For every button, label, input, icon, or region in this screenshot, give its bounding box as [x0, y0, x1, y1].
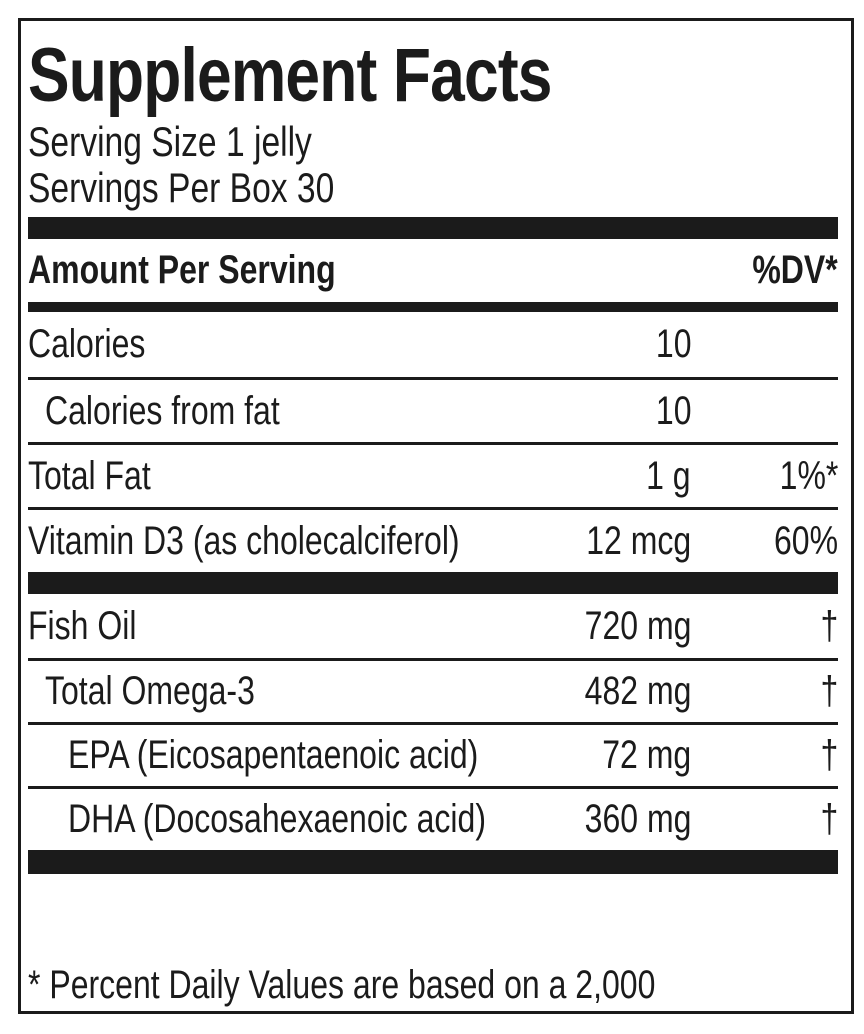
nutrient-name: Vitamin D3 (as cholecalciferol): [28, 518, 460, 563]
medium-divider-bar: [28, 302, 838, 312]
nutrient-amount: 1 g: [646, 453, 691, 498]
serving-info: Serving Size 1 jelly Servings Per Box 30: [28, 119, 838, 211]
nutrient-amount: 10: [655, 322, 691, 366]
nutrient-row-total-fat: Total Fat 1 g 1%*: [28, 442, 838, 507]
nutrient-name: Calories: [28, 322, 146, 366]
nutrient-row-fish-oil: Fish Oil 720 mg †: [28, 594, 838, 658]
column-header-row: Amount Per Serving %DV*: [28, 239, 838, 302]
nutrient-amount: 482 mg: [584, 669, 691, 713]
nutrient-amount: 360 mg: [584, 797, 691, 841]
nutrient-dv-dagger: †: [820, 603, 838, 648]
nutrient-dv: 1%*: [779, 453, 838, 498]
nutrient-amount: 12 mcg: [586, 518, 691, 563]
nutrient-dv: [695, 322, 838, 367]
thick-divider-bar-top: [28, 217, 838, 239]
nutrient-amount: 72 mg: [602, 733, 691, 777]
nutrient-row-vitamin-d3: Vitamin D3 (as cholecalciferol) 12 mcg 6…: [28, 507, 838, 572]
nutrient-amount: 720 mg: [584, 603, 691, 648]
nutrient-dv-dagger: †: [820, 797, 838, 841]
thick-divider-bar-bottom: [28, 850, 838, 874]
nutrient-row-calories-from-fat: Calories from fat 10: [28, 377, 838, 442]
supplement-facts-title: Supplement Facts: [28, 37, 838, 115]
nutrient-dv-dagger: †: [820, 669, 838, 713]
footnotes: * Percent Daily Values are based on a 2,…: [28, 878, 838, 1011]
supplement-facts-panel: Supplement Facts Serving Size 1 jelly Se…: [18, 18, 854, 1014]
nutrient-name: Total Omega-3: [45, 669, 255, 713]
nutrient-amount: 10: [655, 388, 691, 433]
nutrient-row-dha: DHA (Docosahexaenoic acid) 360 mg †: [28, 786, 838, 850]
servings-per-box-line: Servings Per Box 30: [28, 164, 335, 211]
nutrient-name: Fish Oil: [28, 603, 137, 648]
supplement-facts-title-text: Supplement Facts: [28, 33, 552, 118]
nutrient-section-2: Fish Oil 720 mg † Total Omega-3 482 mg †…: [28, 594, 838, 850]
thick-divider-bar-middle: [28, 572, 838, 594]
nutrient-row-total-omega-3: Total Omega-3 482 mg †: [28, 658, 838, 722]
footnote-percent-dv-line-1: * Percent Daily Values are based on a 2,…: [28, 963, 656, 1007]
percent-dv-header: %DV*: [752, 248, 838, 292]
nutrient-name: Total Fat: [28, 453, 151, 498]
amount-per-serving-header: Amount Per Serving: [28, 248, 336, 292]
nutrient-row-calories: Calories 10: [28, 312, 838, 377]
nutrient-section-1: Calories 10 Calories from fat 10 Total F…: [28, 312, 838, 572]
nutrient-row-epa: EPA (Eicosapentaenoic acid) 72 mg †: [28, 722, 838, 786]
serving-size-line: Serving Size 1 jelly: [28, 118, 312, 165]
nutrient-name: DHA (Docosahexaenoic acid): [68, 797, 486, 841]
nutrient-dv-dagger: †: [820, 733, 838, 777]
nutrient-name: EPA (Eicosapentaenoic acid): [68, 733, 479, 777]
nutrient-dv: [695, 389, 838, 434]
nutrient-dv: 60%: [773, 518, 838, 563]
nutrient-name: Calories from fat: [45, 388, 280, 433]
